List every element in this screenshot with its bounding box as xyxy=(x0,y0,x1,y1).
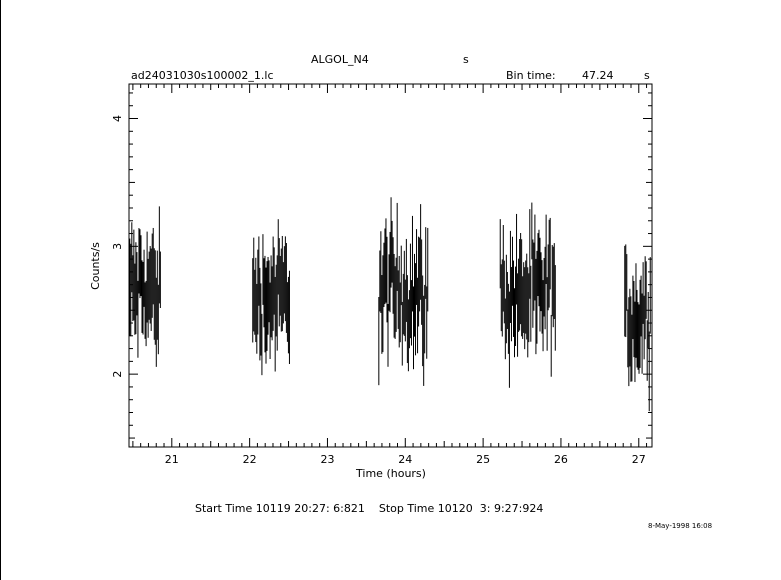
bin-time-unit: s xyxy=(644,69,650,82)
x-tick-label: 27 xyxy=(632,453,646,466)
x-tick-label: 26 xyxy=(554,453,568,466)
object-unit: s xyxy=(463,53,469,66)
y-tick-label: 3 xyxy=(111,243,124,250)
x-tick-label: 23 xyxy=(320,453,334,466)
plot-frame xyxy=(128,83,653,448)
y-axis-label: Counts/s xyxy=(89,242,102,290)
y-tick-label: 2 xyxy=(111,371,124,378)
start-stop-time: Start Time 10119 20:27: 6:821 Stop Time … xyxy=(195,502,544,515)
plot-timestamp: 8-May-1998 16:08 xyxy=(648,522,713,530)
bin-time-label: Bin time: xyxy=(506,69,556,82)
data-points xyxy=(129,197,651,412)
file-name: ad24031030s100002_1.lc xyxy=(131,69,274,82)
x-tick-label: 21 xyxy=(165,453,179,466)
x-axis-label: Time (hours) xyxy=(355,467,426,480)
left-edge-rule xyxy=(0,0,1,580)
y-tick-label: 4 xyxy=(111,115,124,122)
bin-time-value: 47.24 xyxy=(582,69,614,82)
object-name: ALGOL_N4 xyxy=(311,53,369,66)
x-tick-label: 24 xyxy=(398,453,412,466)
x-tick-label: 22 xyxy=(243,453,257,466)
x-tick-label: 25 xyxy=(476,453,490,466)
